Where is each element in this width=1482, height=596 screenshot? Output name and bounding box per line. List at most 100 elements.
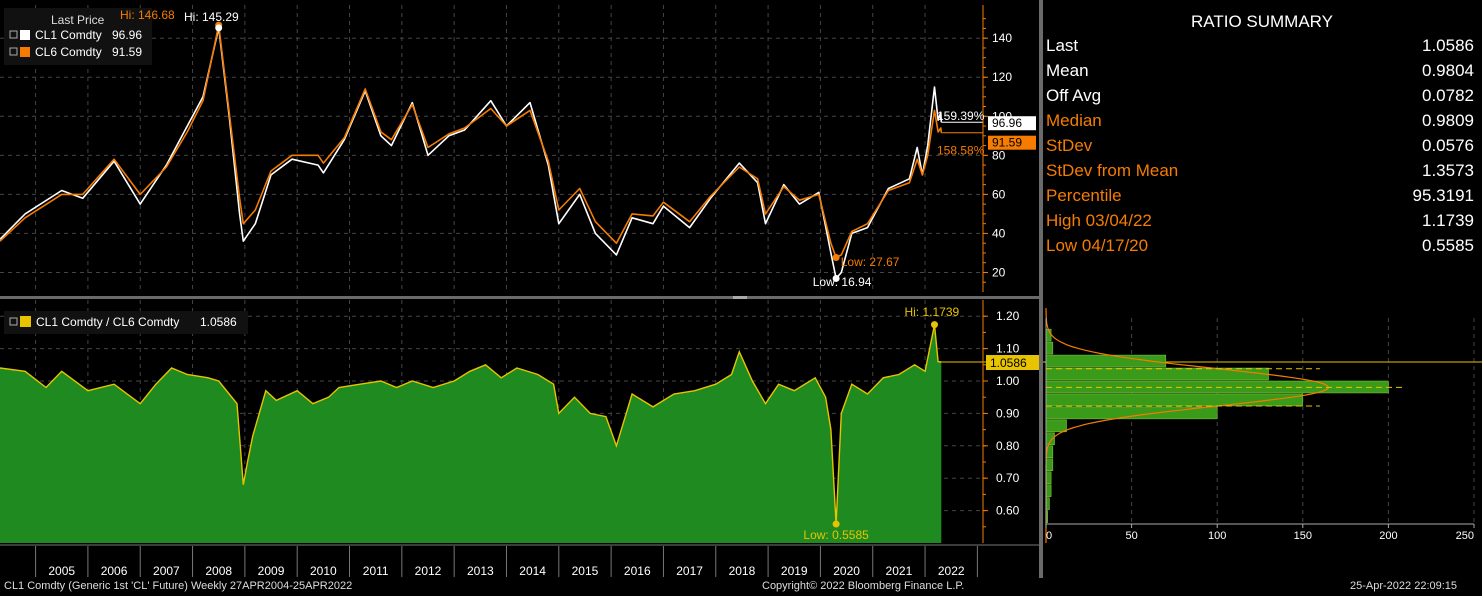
annotation-low-ratio: Low: 0.5585 <box>803 528 869 542</box>
summary-value: 0.9809 <box>1422 111 1474 130</box>
ratio-y-tick-label: 1.20 <box>996 309 1020 323</box>
price-y-tick-label: 80 <box>992 148 1006 162</box>
summary-label: Low 04/17/20 <box>1046 236 1149 255</box>
summary-row: Last 1.0586 <box>1046 36 1474 61</box>
legend-expand-icon[interactable] <box>9 30 18 39</box>
summary-value: 1.3573 <box>1422 161 1474 180</box>
summary-label: High 03/04/22 <box>1046 211 1152 230</box>
summary-value: 1.1739 <box>1422 211 1474 230</box>
histogram-x-tick-label: 0 <box>1046 530 1052 542</box>
x-tick-label: 2005 <box>48 564 75 578</box>
pane-resize-handle[interactable] <box>733 296 747 299</box>
ratio-summary-panel: RATIO SUMMARY Last 1.0586 Mean 0.9804 Off Av… <box>1042 0 1482 296</box>
pane-divider-horizontal[interactable] <box>0 296 1040 299</box>
last-tag-cl1-value: 96.96 <box>992 116 1022 130</box>
legend-label-cl1: CL1 Comdty <box>35 28 102 42</box>
histogram-bar <box>1045 484 1052 497</box>
summary-row: StDev 0.0576 <box>1046 136 1474 161</box>
x-tick-label: 2018 <box>729 564 756 578</box>
ratio-y-tick-label: 0.60 <box>996 504 1020 518</box>
ratio-y-tick-label: 0.90 <box>996 406 1020 420</box>
summary-label: Last <box>1046 36 1079 55</box>
axes: 2005 2006 2007 2008 2009 2010 2011 2012 2013 2014… <box>0 5 1475 578</box>
ratio-y-tick-label: 1.10 <box>996 342 1020 356</box>
histogram-x-tick-label: 200 <box>1379 530 1397 542</box>
x-tick-label: 2008 <box>205 564 232 578</box>
legend-value-ratio: 1.0586 <box>200 315 237 329</box>
histogram-bar <box>1045 432 1055 446</box>
histogram-x-tick-label: 150 <box>1294 530 1312 542</box>
price-y-tick-label: 20 <box>992 265 1006 279</box>
summary-label: StDev <box>1046 136 1093 155</box>
marker-low-ratio <box>832 520 840 528</box>
legend-swatch-cl6 <box>20 47 30 57</box>
x-tick-label: 2021 <box>886 564 913 578</box>
x-tick-label: 2011 <box>363 564 389 578</box>
ratio-series-line <box>0 324 942 525</box>
pct-label-cl1: 159.39% <box>937 109 985 123</box>
legend-expand-icon[interactable] <box>9 317 18 326</box>
footer-copyright: Copyright© 2022 Bloomberg Finance L.P. <box>762 580 965 592</box>
summary-label: Median <box>1046 111 1102 130</box>
pct-label-cl6: 158.58% <box>937 144 985 158</box>
summary-row: Mean 0.9804 <box>1046 61 1474 86</box>
summary-row: High 03/04/22 1.1739 <box>1046 211 1474 236</box>
last-tag-ratio <box>986 355 1040 371</box>
marker-low-cl6 <box>832 254 840 262</box>
histogram-bar <box>1045 419 1067 433</box>
ratio-area-fill <box>0 324 942 543</box>
annotation-hi-cl1: Hi: 145.29 <box>184 10 239 24</box>
legend-title: Last Price <box>51 13 105 27</box>
x-tick-label: 2022 <box>938 564 965 578</box>
ratio-legend: CL1 Comdty / CL6 Comdty 1.0586 <box>4 311 248 334</box>
ratio-y-tick-label: 0.80 <box>996 439 1020 453</box>
summary-value: 1.0586 <box>1422 36 1474 55</box>
x-tick-label: 2017 <box>676 564 703 578</box>
price-y-tick-label: 60 <box>992 187 1006 201</box>
summary-row: Low 04/17/20 0.5585 <box>1046 236 1474 261</box>
summary-label: Off Avg <box>1046 86 1102 105</box>
marker-hi-ratio <box>930 321 938 329</box>
x-tick-label: 2020 <box>833 564 860 578</box>
summary-value: 0.5585 <box>1422 236 1474 255</box>
ratio-chart <box>0 321 1482 543</box>
price-legend: Last Price CL1 Comdty 96.96 CL6 Comdty 9… <box>4 8 152 65</box>
summary-label: Mean <box>1046 61 1089 80</box>
pane-divider-vertical[interactable] <box>1039 0 1043 578</box>
x-tick-label: 2009 <box>258 564 285 578</box>
x-tick-label: 2013 <box>467 564 494 578</box>
histogram-normal-curve <box>1045 308 1330 543</box>
footer-timestamp: 25-Apr-2022 22:09:15 <box>1350 580 1458 592</box>
histogram-grid <box>1131 318 1475 524</box>
histogram-bar <box>1045 471 1052 484</box>
ratio-histogram <box>1045 308 1406 543</box>
footer-source: CL1 Comdty (Generic 1st 'CL' Future) Wee… <box>4 580 353 592</box>
histogram-bar <box>1045 341 1054 355</box>
x-tick-label: 2012 <box>415 564 442 578</box>
ratio-y-tick-label: 0.70 <box>996 471 1020 485</box>
summary-value: 0.0576 <box>1422 136 1474 155</box>
x-tick-label: 2015 <box>572 564 599 578</box>
summary-row: Median 0.9809 <box>1046 111 1474 136</box>
price-chart <box>0 21 983 282</box>
x-tick-label: 2006 <box>101 564 128 578</box>
last-tag-cl6 <box>988 135 1036 150</box>
histogram-x-tick-label: 100 <box>1208 530 1226 542</box>
annotation-low-cl6: Low: 27.67 <box>841 255 900 269</box>
annotation-hi-ratio: Hi: 1.1739 <box>904 305 959 319</box>
legend-expand-icon[interactable] <box>9 47 18 56</box>
marker-hi-cl1 <box>215 24 223 32</box>
summary-value: 95.3191 <box>1412 186 1474 205</box>
price-y-tick-label: 140 <box>992 31 1012 45</box>
summary-row: Off Avg 0.0782 <box>1046 86 1474 111</box>
annotation-low-cl1: Low: 16.94 <box>813 275 872 289</box>
summary-row: Percentile 95.3191 <box>1046 186 1474 211</box>
x-tick-label: 2014 <box>519 564 546 578</box>
last-value-tags: 159.39% 158.58% 91.59 96.96 1.0586 <box>937 109 1040 371</box>
annotations: Hi: 146.68 Hi: 145.29 Low: 27.67 Low: 16… <box>120 8 960 542</box>
histogram-x-tick-label: 250 <box>1456 530 1474 542</box>
x-tick-label: 2019 <box>781 564 808 578</box>
marker-low-cl1 <box>832 274 840 282</box>
price-grid <box>0 5 980 292</box>
price-y-tick-label: 40 <box>992 226 1006 240</box>
